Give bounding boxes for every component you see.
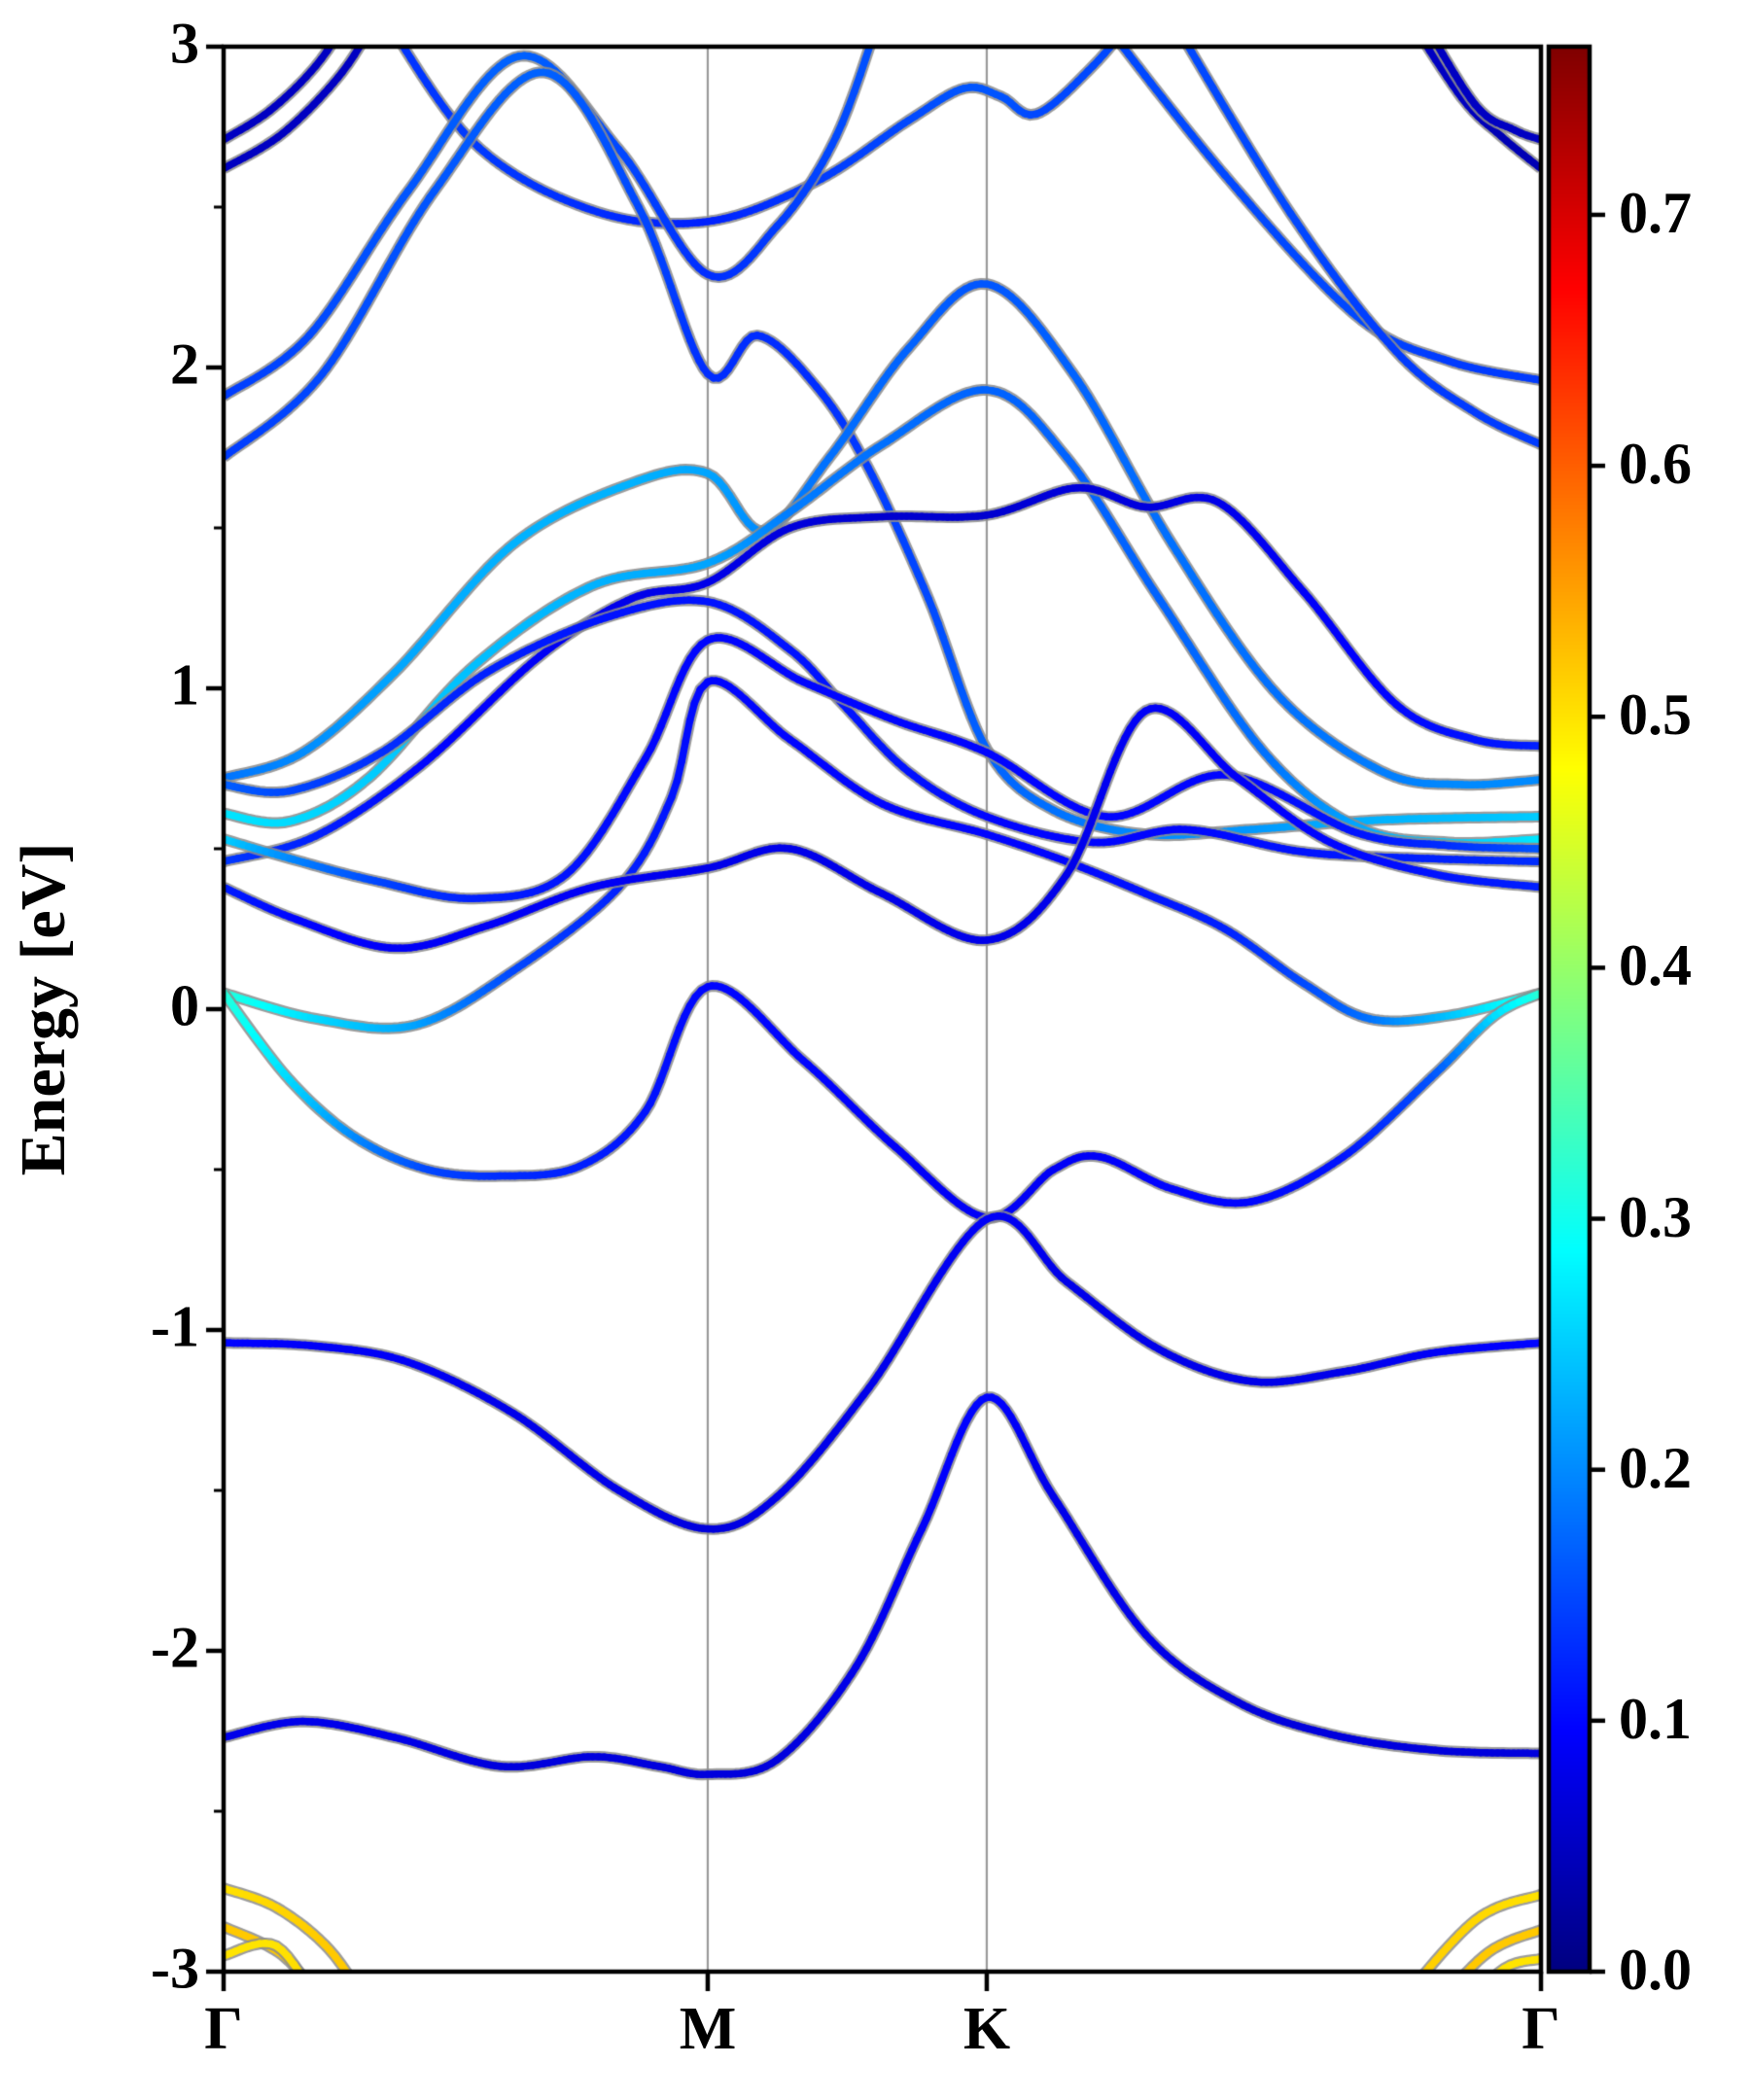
colorbar-tick-label-0.5: 0.5: [1619, 682, 1692, 748]
x-tick-label-1-M: M: [679, 1996, 737, 2062]
colorbar-tick-label-0.7: 0.7: [1619, 181, 1692, 246]
y-tick-label--3: -3: [151, 1936, 199, 2001]
y-tick-label-2: 2: [170, 332, 199, 397]
x-tick-label-0-Γ: Γ: [204, 1996, 243, 2062]
x-tick-label-3-Γ: Γ: [1522, 1996, 1560, 2062]
y-tick-label--2: -2: [151, 1615, 199, 1680]
colorbar-tick-label-0.3: 0.3: [1619, 1184, 1692, 1249]
colorbar-tick-label-0.2: 0.2: [1619, 1435, 1692, 1500]
colorbar-tick-label-0.4: 0.4: [1619, 933, 1692, 998]
colorbar-tick-label-0.0: 0.0: [1619, 1938, 1692, 2003]
colorbar-tick-label-0.6: 0.6: [1619, 432, 1692, 497]
y-tick-label-0: 0: [170, 973, 199, 1038]
y-tick-label-1: 1: [170, 652, 199, 718]
colorbar-tick-label-0.1: 0.1: [1619, 1686, 1692, 1751]
y-tick-label--1: -1: [151, 1294, 199, 1359]
y-tick-label-3: 3: [170, 11, 199, 76]
x-tick-label-2-K: K: [962, 1996, 1011, 2062]
